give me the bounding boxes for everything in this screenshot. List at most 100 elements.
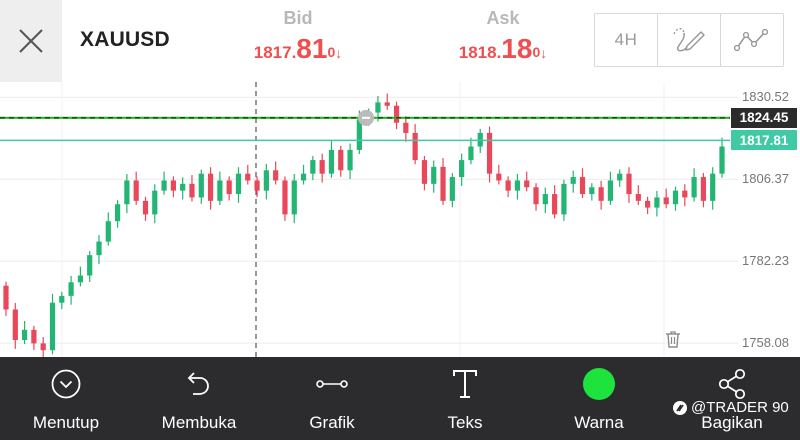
candle — [579, 168, 586, 199]
candle — [635, 185, 641, 205]
ask-price-pips: 18 — [501, 33, 533, 64]
candle — [68, 275, 74, 305]
watermark-text: @TRADER 90 — [691, 399, 789, 416]
bid-quote: Bid 1817.810↓ — [233, 8, 363, 65]
candle — [440, 158, 446, 205]
watermark-logo-icon — [673, 400, 687, 415]
draw-tool-button[interactable] — [658, 14, 721, 66]
candle — [654, 190, 660, 217]
current-price-tag: 1817.81 — [731, 130, 797, 151]
ask-price-fraction: 0 — [532, 44, 541, 60]
close-tool-button[interactable]: Menutup — [6, 357, 126, 440]
candle — [124, 174, 130, 214]
candle — [142, 196, 149, 221]
bid-price: 1817.810↓ — [233, 33, 363, 65]
candle — [561, 179, 567, 221]
candle — [570, 170, 576, 193]
share-button[interactable]: Bagikan — [672, 357, 792, 440]
candle — [700, 172, 707, 208]
candle — [552, 185, 558, 219]
candle — [105, 212, 111, 246]
chart-tool-label: Grafik — [309, 413, 355, 432]
undo-label: Membuka — [161, 413, 237, 432]
candle — [468, 137, 474, 165]
bid-label: Bid — [283, 8, 313, 28]
candles — [3, 93, 725, 357]
chevron-circle-icon — [51, 369, 81, 399]
close-button[interactable] — [0, 0, 62, 82]
undo-button[interactable]: Membuka — [139, 357, 259, 440]
candle — [412, 124, 418, 165]
indicator-button[interactable] — [721, 14, 783, 66]
candle — [291, 174, 297, 224]
candle — [393, 101, 400, 130]
y-axis-label: 1830.52 — [742, 89, 789, 105]
y-axis-label: 1782.23 — [742, 253, 789, 269]
candle — [431, 160, 437, 193]
candle — [49, 293, 56, 355]
candle — [96, 235, 102, 264]
close-icon — [19, 29, 43, 53]
candle — [533, 183, 539, 211]
ask-price-integer: 1818. — [458, 43, 502, 62]
candle — [384, 93, 390, 110]
candle — [542, 187, 548, 214]
candle — [273, 161, 279, 185]
chart-tool-button[interactable]: Grafik — [272, 357, 392, 440]
candle — [403, 116, 409, 142]
candle — [31, 325, 37, 350]
color-dot-icon — [583, 368, 615, 400]
candle — [496, 164, 502, 185]
text-icon — [453, 370, 477, 398]
candle — [617, 169, 623, 187]
candle — [133, 171, 139, 205]
candle — [77, 266, 83, 287]
candle — [189, 175, 195, 202]
candle — [217, 171, 223, 205]
candle — [449, 172, 455, 208]
chart-header: XAUUSD Bid 1817.810↓ Ask 1818.180↓ 4H — [0, 0, 800, 82]
drawing-toolbar: Menutup Membuka Grafik — [0, 357, 800, 440]
candle — [282, 176, 288, 221]
ask-label: Ask — [486, 8, 520, 28]
color-button[interactable]: Warna — [539, 357, 659, 440]
timeframe-button[interactable]: 4H — [595, 14, 658, 66]
candle — [161, 171, 167, 195]
candle — [198, 169, 204, 204]
candle — [710, 167, 716, 210]
candle — [682, 184, 688, 207]
text-tool-button[interactable]: Teks — [405, 357, 525, 440]
watermark: @TRADER 90 — [672, 399, 789, 416]
ask-quote: Ask 1818.180↓ — [438, 8, 568, 65]
timeframe-label: 4H — [614, 30, 638, 49]
candle — [691, 168, 697, 202]
chart-tools-group: 4H — [594, 13, 784, 67]
line-segment-icon — [316, 380, 348, 388]
trash-icon — [666, 331, 680, 348]
y-axis-label: 1758.08 — [742, 335, 789, 351]
candle — [21, 321, 28, 345]
candle — [245, 164, 251, 185]
candle — [505, 176, 511, 198]
candle — [347, 143, 353, 180]
text-tool-label: Teks — [447, 413, 483, 432]
candle — [663, 188, 669, 209]
horizontal-line-price-tag: 1824.45 — [731, 107, 797, 128]
candle — [459, 153, 465, 186]
candle — [263, 163, 269, 200]
candle — [59, 291, 65, 310]
candle — [254, 176, 260, 198]
candle — [607, 171, 614, 205]
draw-curve-icon — [673, 27, 705, 52]
candle — [719, 137, 725, 178]
share-label: Bagikan — [701, 413, 763, 432]
candle — [672, 186, 679, 211]
line-handle[interactable] — [358, 109, 374, 126]
ask-direction-arrow: ↓ — [540, 45, 548, 61]
bid-price-fraction: 0 — [327, 44, 336, 60]
candle — [114, 200, 121, 228]
delete-drawing-button[interactable] — [663, 329, 683, 354]
price-chart[interactable]: 1830.52 1806.37 1782.23 1758.08 1824.45 … — [0, 82, 800, 357]
candle — [87, 251, 93, 282]
chart-canvas[interactable] — [0, 82, 800, 357]
